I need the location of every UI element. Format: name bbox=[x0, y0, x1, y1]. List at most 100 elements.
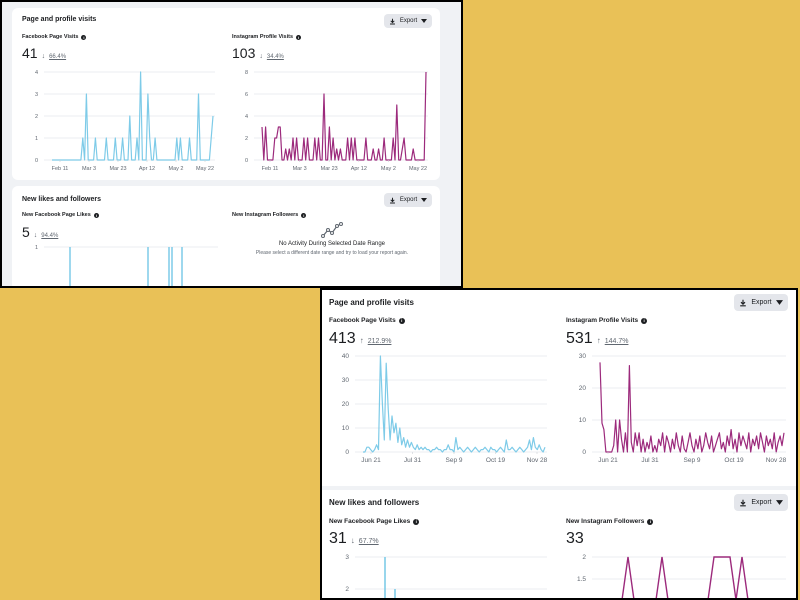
download-icon bbox=[740, 299, 747, 306]
likes-card-bottom: New likes and followers Export New Faceb… bbox=[322, 490, 796, 598]
caret-down-icon bbox=[775, 300, 783, 305]
empty-state-title: No Activity During Selected Date Range bbox=[278, 241, 386, 247]
instagram-profile-visits-value: 531 ↑ 144.7% bbox=[566, 330, 629, 347]
empty-state-subtitle: Please select a different date range and… bbox=[255, 250, 409, 256]
info-icon[interactable]: i bbox=[413, 518, 420, 525]
visits-card-bottom: Page and profile visits Export Facebook … bbox=[322, 290, 796, 486]
info-icon[interactable]: i bbox=[398, 317, 405, 324]
export-button[interactable]: Export bbox=[384, 193, 432, 207]
series-line bbox=[52, 71, 214, 161]
caret-down-icon bbox=[421, 19, 428, 23]
x-tick-label: Oct 19 bbox=[486, 457, 506, 464]
info-icon[interactable]: i bbox=[81, 34, 87, 40]
x-tick-label: Jul 31 bbox=[404, 457, 422, 464]
export-label: Export bbox=[751, 499, 772, 506]
card-title: New likes and followers bbox=[22, 196, 101, 203]
card-title: Page and profile visits bbox=[329, 298, 414, 307]
x-tick-label: Oct 19 bbox=[724, 457, 744, 464]
instagram-visits-chart: 8 6 4 2 0 Feb 11 Mar 3 Mar 23 Apr 12 May 2 May 22 bbox=[245, 70, 428, 172]
download-icon bbox=[740, 499, 747, 506]
download-icon bbox=[389, 197, 395, 203]
x-tick-label: Apr 12 bbox=[351, 166, 367, 172]
x-tick-label: May 2 bbox=[381, 166, 396, 172]
y-tick-label: 10 bbox=[342, 425, 350, 432]
visits-card-top: Page and profile visits Export Facebook … bbox=[12, 8, 440, 180]
y-tick-label: 1 bbox=[35, 136, 38, 142]
x-tick-label: Sep 9 bbox=[446, 457, 463, 464]
facebook-page-visits-value: 413 ↑ 212.9% bbox=[329, 330, 392, 347]
download-icon bbox=[389, 18, 395, 24]
export-button[interactable]: Export bbox=[734, 294, 788, 311]
info-icon[interactable]: i bbox=[641, 317, 648, 324]
facebook-page-visits-value: 41 ↓ 66.4% bbox=[22, 45, 67, 61]
export-label: Export bbox=[399, 18, 418, 24]
y-tick-label: 6 bbox=[245, 92, 248, 98]
x-tick-label: Nov 28 bbox=[527, 457, 548, 464]
y-tick-label: 3 bbox=[35, 92, 38, 98]
card-title: Page and profile visits bbox=[22, 16, 97, 23]
chart-line-icon bbox=[321, 222, 343, 238]
info-icon[interactable]: i bbox=[296, 34, 302, 40]
y-tick-label: 30 bbox=[579, 353, 587, 360]
series-line bbox=[261, 71, 427, 161]
x-tick-label: May 22 bbox=[409, 166, 427, 172]
screenshot-top: Page and profile visits Export Facebook … bbox=[0, 0, 463, 288]
facebook-page-visits-label: Facebook Page Visits i bbox=[22, 34, 87, 40]
y-tick-label: 1 bbox=[35, 245, 38, 251]
likes-card-top: New likes and followers Export New Faceb… bbox=[12, 186, 440, 286]
y-tick-label: 40 bbox=[342, 353, 350, 360]
x-tick-label: Mar 3 bbox=[82, 166, 96, 172]
y-tick-label: 1.5 bbox=[577, 576, 586, 583]
x-tick-label: May 2 bbox=[169, 166, 184, 172]
y-tick-label: 2 bbox=[582, 554, 586, 561]
y-tick-label: 2 bbox=[245, 136, 248, 142]
y-tick-label: 2 bbox=[345, 586, 349, 593]
caret-down-icon bbox=[421, 198, 428, 202]
x-tick-label: Feb 11 bbox=[262, 166, 279, 172]
y-tick-label: 3 bbox=[345, 554, 349, 561]
x-tick-label: Jul 31 bbox=[641, 457, 659, 464]
x-tick-label: May 22 bbox=[196, 166, 214, 172]
info-icon[interactable]: i bbox=[93, 212, 99, 218]
series-line bbox=[621, 556, 749, 598]
facebook-visits-chart: 4 3 2 1 0 Feb 11 Mar 3 Mar 23 Apr 12 May 2 May 22 bbox=[35, 70, 215, 172]
facebook-page-likes-label: New Facebook Page Likes i bbox=[329, 518, 420, 525]
instagram-profile-visits-label: Instagram Profile Visits i bbox=[566, 317, 648, 324]
x-tick-label: Mar 3 bbox=[293, 166, 307, 172]
x-tick-label: Nov 28 bbox=[766, 457, 787, 464]
info-icon[interactable]: i bbox=[301, 212, 307, 218]
x-tick-label: Mar 23 bbox=[109, 166, 126, 172]
facebook-likes-chart: 1 bbox=[35, 245, 218, 286]
y-tick-label: 4 bbox=[245, 114, 248, 120]
y-tick-label: 30 bbox=[342, 377, 350, 384]
x-tick-label: Jun 21 bbox=[598, 457, 618, 464]
x-tick-label: Apr 12 bbox=[139, 166, 155, 172]
instagram-followers-label: New Instagram Followers i bbox=[566, 518, 654, 525]
info-icon[interactable]: i bbox=[647, 518, 654, 525]
y-tick-label: 2 bbox=[35, 114, 38, 120]
y-tick-label: 0 bbox=[582, 449, 586, 456]
x-tick-label: Mar 23 bbox=[321, 166, 338, 172]
screenshot-bottom: Page and profile visits Export Facebook … bbox=[320, 288, 798, 600]
y-tick-label: 0 bbox=[245, 158, 248, 164]
export-button[interactable]: Export bbox=[384, 14, 432, 28]
facebook-page-likes-label: New Facebook Page Likes i bbox=[22, 212, 99, 218]
facebook-likes-chart: 3 2 bbox=[345, 554, 547, 598]
y-tick-label: 20 bbox=[342, 401, 350, 408]
instagram-profile-visits-label: Instagram Profile Visits i bbox=[232, 34, 302, 40]
series-line bbox=[599, 362, 785, 453]
facebook-page-likes-value: 5 ↓ 94.4% bbox=[22, 224, 59, 240]
empty-state: No Activity During Selected Date Range P… bbox=[232, 222, 432, 256]
y-tick-label: 0 bbox=[35, 158, 38, 164]
y-tick-label: 4 bbox=[35, 70, 38, 76]
instagram-visits-chart: 30 20 10 0 Jun 21 Jul 31 Sep 9 Oct 19 Nov 28 bbox=[579, 353, 787, 464]
instagram-followers-value: 33 bbox=[566, 530, 584, 547]
x-tick-label: Sep 9 bbox=[684, 457, 701, 464]
facebook-page-visits-label: Facebook Page Visits i bbox=[329, 317, 405, 324]
instagram-followers-chart: 2 1.5 bbox=[577, 554, 786, 598]
export-label: Export bbox=[399, 197, 418, 203]
export-button[interactable]: Export bbox=[734, 494, 788, 511]
y-tick-label: 8 bbox=[245, 70, 248, 76]
y-tick-label: 10 bbox=[579, 417, 587, 424]
facebook-visits-chart: 40 30 20 10 0 Jun 21 Jul 31 Sep 9 Oct 19 Nov 28 bbox=[342, 353, 548, 464]
